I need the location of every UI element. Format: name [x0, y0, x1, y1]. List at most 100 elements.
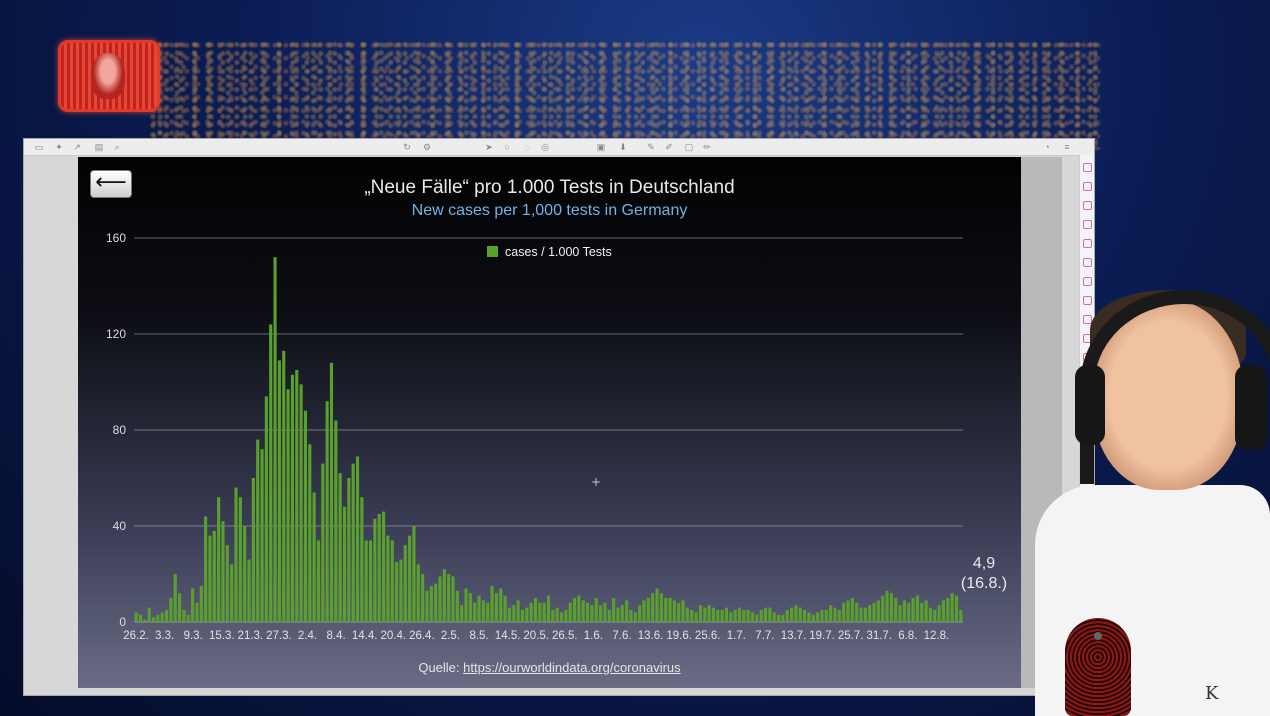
bar — [481, 600, 485, 622]
bar — [542, 602, 546, 622]
bar — [750, 612, 755, 622]
bar-chart: 0 40 80 120 160 26.2. 3.3. 9.3. 15.3. 21.3. 27.3. 2… — [106, 231, 1007, 642]
bar — [898, 605, 902, 622]
account-icon[interactable]: ◔ — [1044, 142, 1050, 152]
bar — [586, 602, 590, 622]
x-tick-label: 14.4. — [352, 630, 378, 642]
x-tick-label: 14.5. — [495, 630, 521, 642]
bar — [824, 610, 828, 622]
bar — [347, 478, 351, 622]
bar — [937, 605, 941, 622]
bar — [737, 607, 742, 622]
bar — [746, 610, 750, 622]
bar — [351, 463, 355, 622]
tool-icon[interactable] — [1083, 220, 1092, 229]
bar — [312, 492, 316, 622]
x-tick-label: 25.7. — [838, 630, 864, 642]
zoom-icon[interactable]: ⌕ — [114, 142, 120, 152]
bar — [525, 607, 529, 622]
bar — [581, 600, 585, 622]
bar — [599, 605, 603, 622]
x-tick-label: 3.3. — [155, 630, 174, 642]
x-tick-label: 26.5. — [552, 630, 578, 642]
bar — [807, 612, 811, 622]
bar — [477, 595, 481, 622]
y-tick-label: 120 — [106, 327, 126, 341]
bar — [568, 602, 572, 622]
bar — [785, 610, 789, 622]
bar — [286, 389, 290, 622]
download-icon[interactable]: ⬇ — [619, 142, 627, 152]
bar — [859, 607, 863, 622]
highlight-icon[interactable]: ✐ — [665, 142, 673, 152]
bar — [256, 439, 260, 622]
tool-icon[interactable] — [1083, 163, 1092, 172]
print-icon[interactable]: ▤ — [94, 142, 104, 152]
end-date-annotation: (16.8.) — [961, 575, 1007, 592]
x-tick-label: 21.3. — [238, 630, 264, 642]
back-arrow-button[interactable]: ⟵ — [90, 170, 132, 198]
share-icon[interactable]: ↗ — [73, 142, 81, 152]
bar — [546, 595, 551, 622]
bar — [924, 600, 928, 622]
bar — [564, 610, 568, 622]
bar — [529, 602, 533, 622]
menu-icon[interactable]: ≡ — [1064, 142, 1070, 152]
search-icon[interactable]: ◎ — [541, 142, 549, 152]
stamp-icon[interactable]: ▢ — [684, 142, 694, 152]
settings-icon[interactable]: ⚙ — [422, 142, 432, 152]
bar — [677, 602, 681, 622]
edit-icon[interactable]: ✏ — [703, 142, 711, 152]
bar — [316, 540, 321, 622]
bar — [468, 593, 472, 622]
pointer-icon[interactable]: ➤ — [485, 142, 493, 152]
bar — [460, 605, 464, 622]
sidebar-toggle-icon[interactable]: ▭ — [34, 142, 44, 152]
microphone-logo-icon — [1094, 632, 1102, 640]
tool-icon[interactable] — [1083, 239, 1092, 248]
bar — [625, 600, 629, 622]
page-icon[interactable]: ▣ — [596, 142, 606, 152]
tool-icon[interactable] — [1083, 258, 1092, 267]
tool-icon[interactable] — [1083, 182, 1092, 191]
bar — [820, 610, 824, 622]
source-link[interactable]: https://ourworldindata.org/coronavirus — [463, 660, 681, 675]
select-icon[interactable]: ◌ — [524, 142, 530, 152]
bar — [707, 605, 711, 622]
bar — [464, 588, 468, 622]
bar — [447, 574, 451, 622]
bar — [876, 600, 880, 622]
y-tick-label: 80 — [113, 423, 127, 437]
bar — [555, 607, 559, 622]
bar — [894, 598, 898, 622]
bar — [147, 607, 151, 622]
bar — [698, 605, 702, 622]
bar — [503, 595, 507, 622]
hand-icon[interactable]: ○ — [504, 142, 510, 152]
bar — [204, 516, 208, 622]
rotate-icon[interactable]: ↻ — [403, 142, 411, 152]
tool-icon[interactable] — [1083, 277, 1092, 286]
tool-icon[interactable] — [1083, 201, 1092, 210]
bar — [915, 595, 919, 622]
bar — [889, 593, 893, 622]
bar — [368, 540, 373, 622]
bar — [308, 444, 312, 622]
shirt-logo: K — [1205, 683, 1219, 704]
x-tick-label: 26.2. — [123, 630, 149, 642]
comment-icon[interactable]: ✎ — [647, 142, 655, 152]
bar — [520, 610, 525, 622]
bar — [295, 370, 299, 622]
tool-icon[interactable] — [1083, 296, 1092, 305]
bar — [954, 595, 959, 622]
bookmark-icon[interactable]: ✦ — [55, 142, 63, 152]
bar — [694, 612, 698, 622]
bar — [403, 545, 407, 622]
bar — [234, 487, 238, 622]
bar — [208, 535, 212, 622]
bar — [434, 583, 438, 622]
x-tick-label: 25.6. — [695, 630, 721, 642]
bar — [425, 590, 429, 622]
bar — [143, 619, 147, 622]
x-tick-label: 8.5. — [469, 630, 488, 642]
